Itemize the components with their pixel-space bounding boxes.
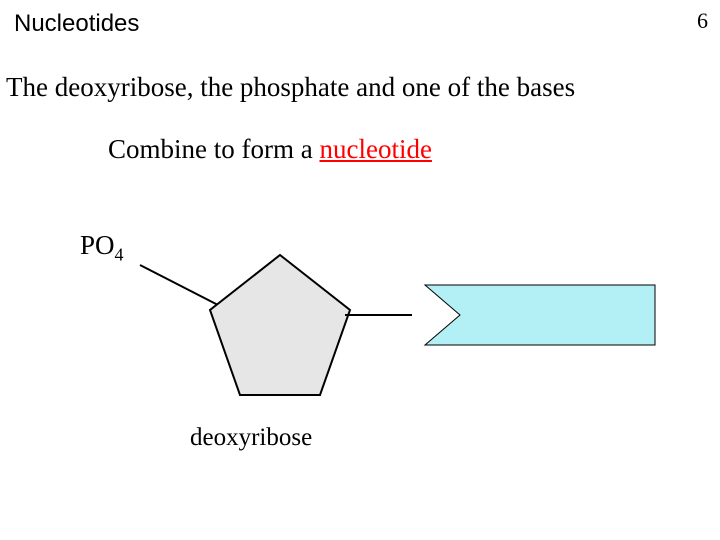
pentagon-sugar [210,255,350,395]
description-line-2: Combine to form a nucleotide [108,134,432,165]
nucleotide-keyword: nucleotide [319,134,431,164]
deoxyribose-label: deoxyribose [190,424,312,452]
page-number: 6 [697,8,708,34]
base-shape [425,285,655,345]
line2-prefix: Combine to form a [108,134,319,164]
bond-left-line [140,265,218,305]
nucleotide-diagram [0,210,720,470]
description-line-1: The deoxyribose, the phosphate and one o… [6,72,575,103]
header-title: Nucleotides [14,10,139,38]
